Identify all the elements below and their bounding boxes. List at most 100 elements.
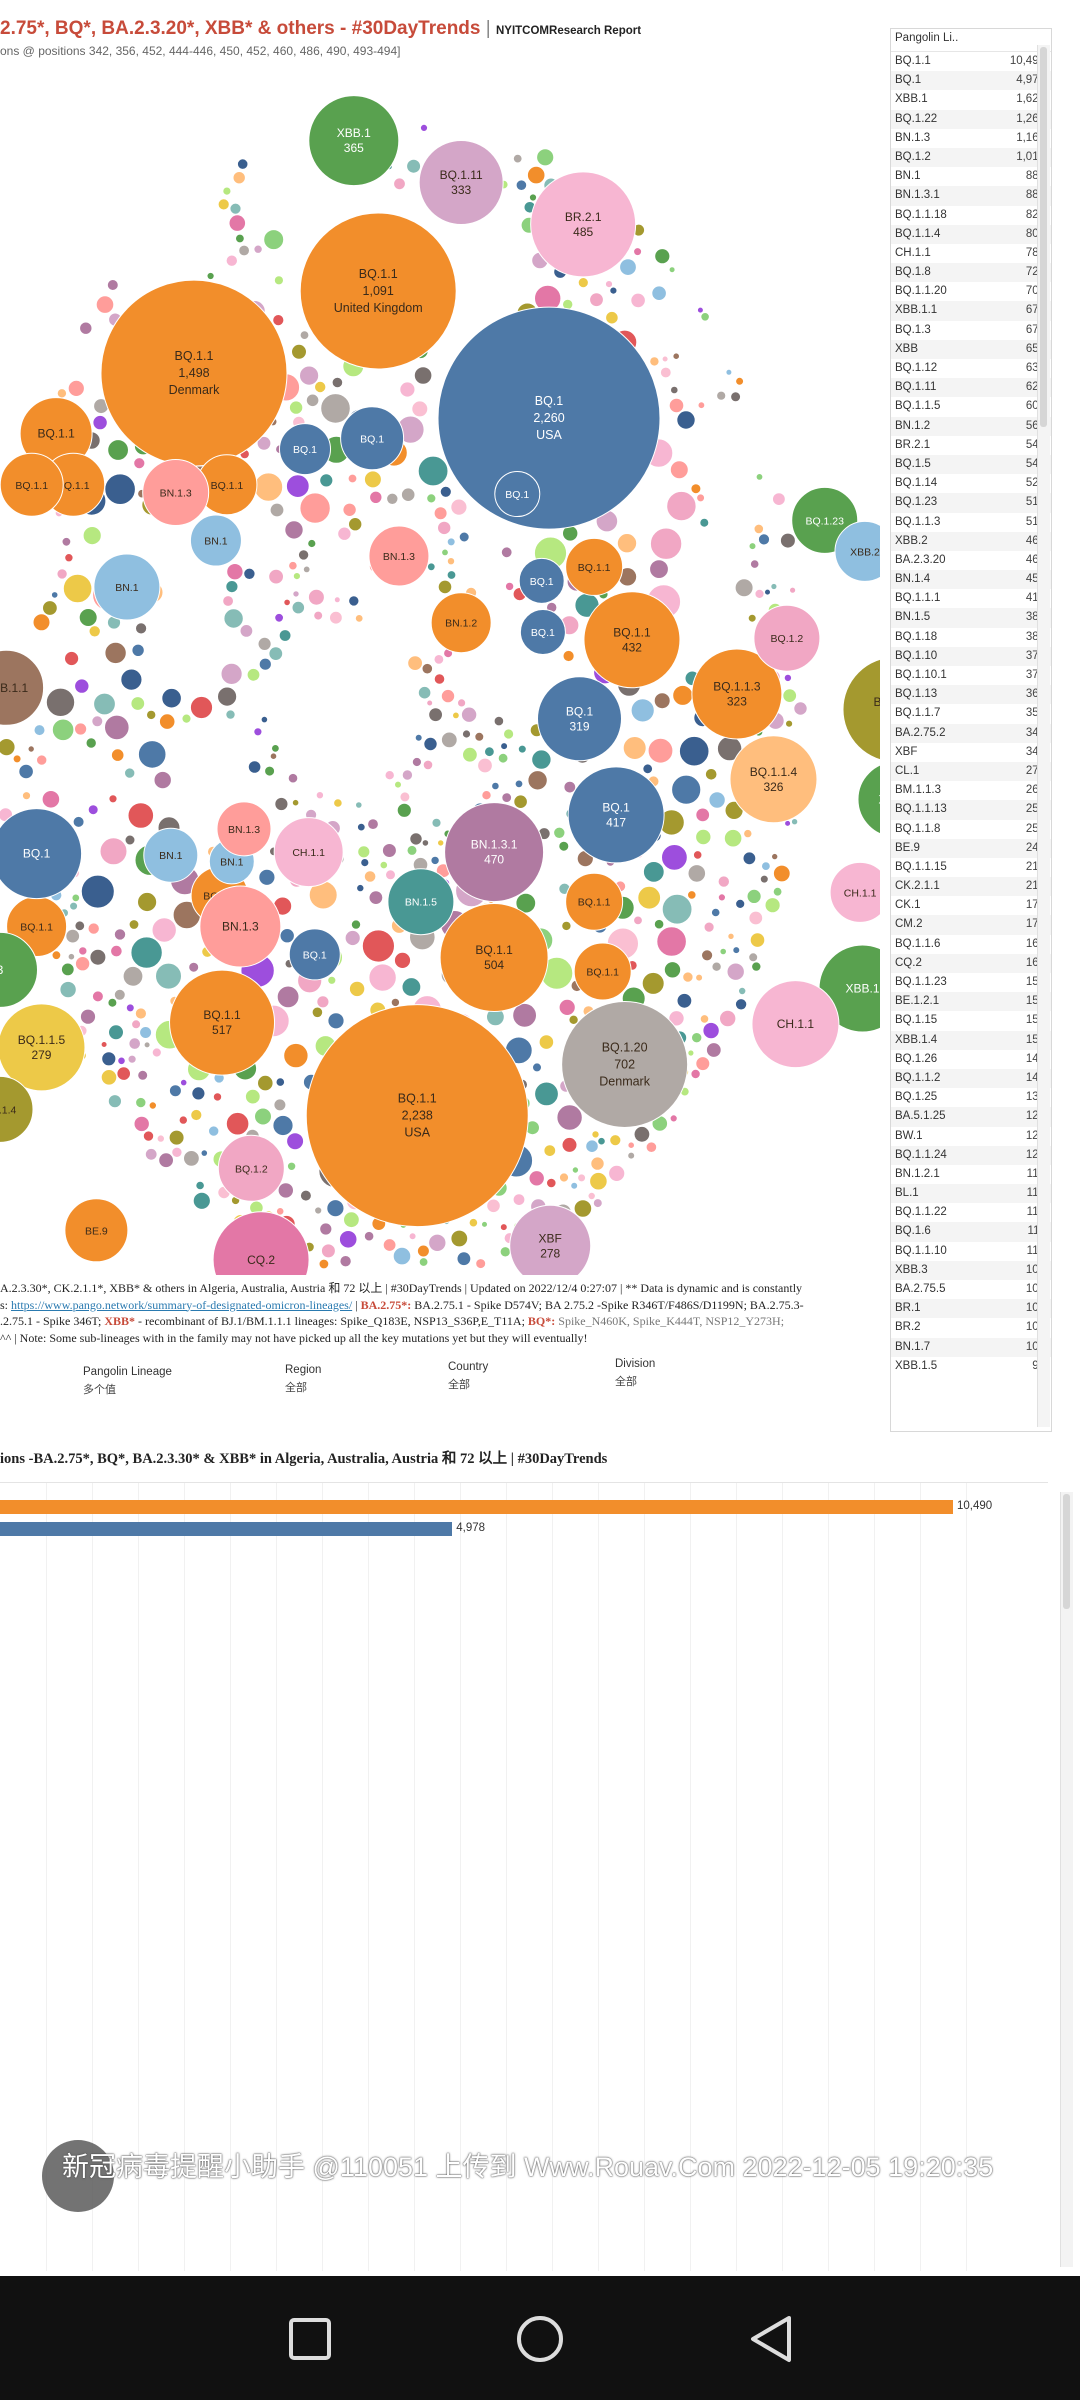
bubble[interactable] bbox=[597, 1136, 606, 1146]
bubble[interactable] bbox=[399, 791, 411, 803]
bubble[interactable] bbox=[430, 855, 440, 866]
bubble[interactable] bbox=[396, 802, 412, 818]
bubble[interactable] bbox=[727, 932, 735, 940]
bubble[interactable] bbox=[785, 719, 794, 728]
bubble[interactable] bbox=[379, 860, 389, 870]
bubble[interactable] bbox=[116, 1066, 131, 1081]
bubble-bn-1[interactable] bbox=[189, 514, 242, 567]
bubble[interactable] bbox=[622, 736, 647, 760]
bubble[interactable] bbox=[87, 922, 100, 935]
bubble[interactable] bbox=[0, 738, 16, 757]
bubble-bq-1-12[interactable] bbox=[842, 657, 880, 762]
table-scrollbar[interactable] bbox=[1037, 45, 1050, 1427]
bubble[interactable] bbox=[350, 919, 362, 930]
bubble[interactable] bbox=[477, 757, 493, 774]
table-row[interactable]: BM.1.1.3 262 bbox=[891, 781, 1051, 800]
table-row[interactable]: BQ.1.15 151 bbox=[891, 1011, 1051, 1030]
bubble[interactable] bbox=[137, 1069, 149, 1081]
bubble[interactable] bbox=[67, 952, 76, 961]
bubble[interactable] bbox=[117, 1056, 126, 1066]
bubble[interactable] bbox=[609, 1134, 622, 1147]
bubble[interactable] bbox=[367, 818, 379, 830]
bubble[interactable] bbox=[462, 746, 478, 763]
bubble[interactable] bbox=[307, 538, 317, 549]
bubble[interactable] bbox=[228, 214, 247, 232]
bubble[interactable] bbox=[95, 295, 115, 314]
bubble[interactable] bbox=[633, 1125, 651, 1143]
bubble[interactable] bbox=[446, 570, 457, 580]
bubble[interactable] bbox=[190, 1108, 203, 1122]
bubble[interactable] bbox=[348, 517, 363, 532]
bubble[interactable] bbox=[503, 728, 515, 740]
bubble[interactable] bbox=[329, 610, 343, 625]
bubble[interactable] bbox=[326, 1199, 345, 1218]
table-row[interactable]: BQ.1.2 1,019 bbox=[891, 147, 1051, 168]
bubble[interactable] bbox=[93, 692, 116, 716]
bubble[interactable] bbox=[286, 1161, 297, 1172]
bubble[interactable] bbox=[690, 483, 702, 495]
bubble[interactable] bbox=[536, 148, 555, 167]
bubble[interactable] bbox=[764, 588, 771, 596]
bubble[interactable] bbox=[790, 818, 799, 826]
bubble[interactable] bbox=[274, 612, 285, 623]
bubble[interactable] bbox=[133, 457, 146, 470]
table-row[interactable]: BN.1.4 458 bbox=[891, 570, 1051, 590]
bubble[interactable] bbox=[232, 171, 246, 185]
bubble[interactable] bbox=[299, 1189, 312, 1202]
table-row[interactable]: BQ.1.1.1 415 bbox=[891, 589, 1051, 608]
bubble[interactable] bbox=[82, 526, 102, 546]
bubble[interactable] bbox=[458, 531, 470, 543]
table-row[interactable]: BQ.1.1.22 114 bbox=[891, 1203, 1051, 1222]
bubble[interactable] bbox=[360, 858, 370, 868]
bubble[interactable] bbox=[413, 366, 433, 385]
bubble[interactable] bbox=[392, 1246, 412, 1266]
bubble[interactable] bbox=[69, 901, 79, 911]
bubble[interactable] bbox=[670, 385, 679, 395]
bubble[interactable] bbox=[654, 248, 671, 265]
bubble[interactable] bbox=[292, 590, 300, 598]
bubble[interactable] bbox=[757, 533, 771, 546]
bubble[interactable] bbox=[406, 158, 422, 174]
bubble[interactable] bbox=[59, 980, 77, 999]
bubble[interactable] bbox=[51, 950, 62, 961]
bubble[interactable] bbox=[568, 1014, 579, 1025]
bubble[interactable] bbox=[695, 973, 704, 982]
bubble[interactable] bbox=[493, 715, 505, 727]
table-row[interactable]: BQ.1.1.2 144 bbox=[891, 1068, 1051, 1089]
bubble[interactable] bbox=[590, 1156, 605, 1171]
bubble[interactable] bbox=[107, 439, 129, 461]
table-row[interactable]: BQ.1.1.13 257 bbox=[891, 800, 1051, 820]
bubble-bq-1[interactable] bbox=[340, 406, 405, 471]
bubble[interactable] bbox=[690, 1068, 701, 1080]
bubble[interactable] bbox=[663, 961, 682, 979]
bubble[interactable] bbox=[74, 678, 90, 694]
bubble[interactable] bbox=[749, 559, 760, 569]
bubble[interactable] bbox=[107, 1094, 123, 1109]
bubble[interactable] bbox=[151, 1047, 162, 1058]
filter-pangolin-lineage[interactable]: Pangolin Lineage 多个值 bbox=[83, 1366, 172, 1397]
bubble[interactable] bbox=[653, 692, 671, 710]
table-row[interactable]: CQ.2 163 bbox=[891, 953, 1051, 973]
bubble[interactable] bbox=[222, 186, 232, 196]
bubble-bn-1-5[interactable] bbox=[387, 868, 455, 936]
bubble-bn-1[interactable] bbox=[143, 827, 199, 883]
bubble[interactable] bbox=[437, 579, 453, 595]
bubble[interactable] bbox=[408, 1232, 417, 1241]
bubble[interactable] bbox=[257, 636, 272, 652]
bubble[interactable] bbox=[327, 975, 337, 985]
table-row[interactable]: BQ.1.1.23 158 bbox=[891, 973, 1051, 992]
bubble[interactable] bbox=[772, 492, 786, 507]
bubble[interactable] bbox=[268, 568, 285, 585]
bubble[interactable] bbox=[668, 1010, 685, 1027]
bubble[interactable] bbox=[437, 839, 445, 847]
bubble[interactable] bbox=[661, 844, 688, 871]
bubble[interactable] bbox=[446, 557, 456, 566]
bubble[interactable] bbox=[428, 707, 444, 723]
bubble[interactable] bbox=[369, 490, 383, 504]
bubble[interactable] bbox=[158, 1152, 175, 1169]
bubble[interactable] bbox=[659, 366, 672, 379]
bubble[interactable] bbox=[107, 997, 118, 1008]
table-scrollbar-thumb[interactable] bbox=[1040, 47, 1047, 427]
table-row[interactable]: BQ.1.8 720 bbox=[891, 263, 1051, 283]
bubble[interactable] bbox=[79, 1008, 97, 1025]
